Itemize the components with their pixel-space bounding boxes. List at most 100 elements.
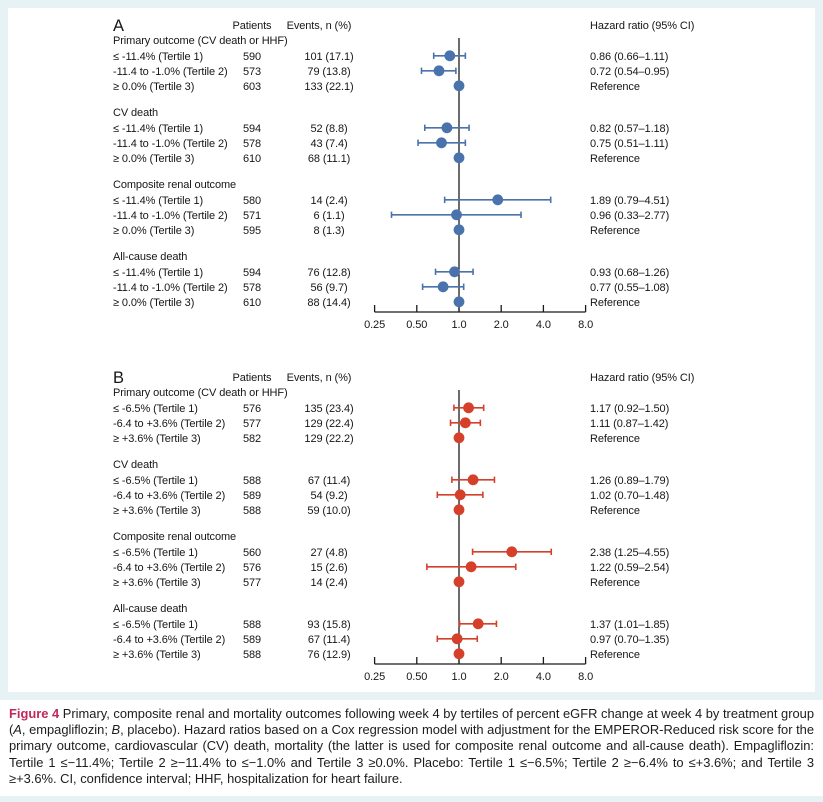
figure-caption-label: Figure 4: [9, 706, 60, 721]
tertile-row-label: ≥ 0.0% (Tertile 3): [113, 81, 194, 93]
tertile-row-label: ≥ 0.0% (Tertile 3): [113, 153, 194, 165]
patients-value: 578: [243, 282, 261, 294]
outcome-group-heading: Primary outcome (CV death or HHF): [113, 35, 288, 47]
hr-point-marker: [506, 546, 518, 558]
hr-point-marker: [453, 224, 465, 236]
patients-value: 595: [243, 225, 261, 237]
axis-tick-label: 0.25: [364, 671, 385, 683]
patients-value: 580: [243, 195, 261, 207]
column-header-hazard-ratio: Hazard ratio (95% CI): [590, 372, 694, 384]
figure-caption-text-segment: , empagliflozin;: [21, 722, 112, 738]
hazard-ratio-value: Reference: [590, 81, 640, 93]
patients-value: 590: [243, 51, 261, 63]
axis-tick-label: 4.0: [536, 319, 551, 331]
events-value: 101 (17.1): [304, 51, 353, 63]
events-value: 6 (1.1): [313, 210, 344, 222]
outcome-group-heading: All-cause death: [113, 251, 187, 263]
hr-point-marker: [453, 576, 465, 588]
tertile-row-label: -11.4 to -1.0% (Tertile 2): [113, 282, 228, 294]
events-value: 79 (13.8): [307, 66, 350, 78]
tertile-row-label: -6.4 to +3.6% (Tertile 2): [113, 634, 225, 646]
tertile-row-label: -6.4 to +3.6% (Tertile 2): [113, 490, 225, 502]
events-value: 76 (12.8): [307, 267, 350, 279]
tertile-row-label: -11.4 to -1.0% (Tertile 2): [113, 210, 228, 222]
patients-value: 594: [243, 123, 261, 135]
hr-point-marker: [454, 489, 466, 501]
hr-point-marker: [436, 137, 447, 149]
events-value: 93 (15.8): [307, 619, 350, 631]
patients-value: 610: [243, 297, 261, 309]
axis-tick-label: 8.0: [578, 671, 593, 683]
events-value: 135 (23.4): [304, 403, 353, 415]
hr-point-marker: [453, 648, 465, 660]
patients-value: 577: [243, 418, 261, 430]
hr-point-marker: [459, 417, 471, 429]
hazard-ratio-value: 1.02 (0.70–1.48): [590, 490, 669, 502]
column-header-patients: Patients: [233, 372, 273, 384]
axis-tick-label: 1.0: [452, 671, 467, 683]
tertile-row-label: ≥ 0.0% (Tertile 3): [113, 225, 194, 237]
events-value: 14 (2.4): [310, 577, 347, 589]
axis-tick-label: 2.0: [494, 319, 509, 331]
hr-point-marker: [453, 432, 465, 444]
tertile-row-label: ≥ +3.6% (Tertile 3): [113, 433, 201, 445]
axis-tick-label: 0.50: [406, 671, 427, 683]
hr-point-marker: [433, 65, 445, 77]
hr-point-marker: [437, 281, 449, 293]
hr-point-marker: [453, 152, 465, 164]
hazard-ratio-value: Reference: [590, 153, 640, 165]
events-value: 67 (11.4): [308, 475, 350, 487]
axis-tick-label: 0.50: [406, 319, 427, 331]
hr-point-marker: [453, 80, 465, 92]
events-value: 8 (1.3): [313, 225, 344, 237]
hazard-ratio-value: 1.17 (0.92–1.50): [590, 403, 669, 415]
events-value: 14 (2.4): [310, 195, 347, 207]
column-header-patients: Patients: [233, 20, 273, 32]
hazard-ratio-value: 0.75 (0.51–1.11): [590, 138, 668, 150]
hazard-ratio-value: 1.26 (0.89–1.79): [590, 475, 669, 487]
figure-frame: A Patients Events, n (%) Hazard ratio (9…: [0, 0, 823, 700]
hazard-ratio-value: 0.93 (0.68–1.26): [590, 267, 669, 279]
hr-point-marker: [444, 50, 456, 62]
tertile-row-label: ≤ -6.5% (Tertile 1): [113, 547, 198, 559]
hr-point-marker: [451, 209, 462, 221]
patients-value: 589: [243, 490, 261, 502]
hazard-ratio-value: 1.11 (0.87–1.42): [590, 418, 668, 430]
forest-panel-a: A Patients Events, n (%) Hazard ratio (9…: [113, 17, 694, 331]
column-header-events: Events, n (%): [287, 20, 352, 32]
outcome-group-heading: Primary outcome (CV death or HHF): [113, 387, 288, 399]
events-value: 133 (22.1): [304, 81, 353, 93]
patients-value: 560: [243, 547, 261, 559]
hazard-ratio-value: 2.38 (1.25–4.55): [590, 547, 669, 559]
forest-plot-figure: A Patients Events, n (%) Hazard ratio (9…: [8, 8, 815, 692]
hazard-ratio-value: Reference: [590, 649, 640, 661]
hr-point-marker: [472, 618, 484, 630]
axis-tick-label: 0.25: [364, 319, 385, 331]
hazard-ratio-value: 1.37 (1.01–1.85): [590, 619, 669, 631]
axis-tick-label: 2.0: [494, 671, 509, 683]
patients-value: 571: [243, 210, 261, 222]
tertile-row-label: ≤ -11.4% (Tertile 1): [113, 267, 203, 279]
patients-value: 603: [243, 81, 261, 93]
forest-panel-b: B Patients Events, n (%) Hazard ratio (9…: [113, 369, 694, 683]
tertile-row-label: -11.4 to -1.0% (Tertile 2): [113, 138, 228, 150]
hazard-ratio-value: Reference: [590, 505, 640, 517]
patients-value: 589: [243, 634, 261, 646]
patients-value: 588: [243, 619, 261, 631]
events-value: 88 (14.4): [307, 297, 350, 309]
tertile-row-label: ≤ -6.5% (Tertile 1): [113, 619, 198, 631]
tertile-row-label: ≥ +3.6% (Tertile 3): [113, 577, 201, 589]
outcome-group-heading: CV death: [113, 459, 158, 471]
tertile-row-label: ≥ +3.6% (Tertile 3): [113, 649, 201, 661]
hazard-ratio-value: 0.77 (0.55–1.08): [590, 282, 669, 294]
hr-point-marker: [451, 633, 463, 645]
events-value: 56 (9.7): [310, 282, 347, 294]
patients-value: 588: [243, 505, 261, 517]
hazard-ratio-value: 0.72 (0.54–0.95): [590, 66, 669, 78]
hazard-ratio-value: 0.96 (0.33–2.77): [590, 210, 669, 222]
forest-rows-a: 0.25 0.50 1.0 2.0 4.0 8.0 Primary outcome (CV …: [113, 35, 669, 331]
figure-caption-italic-segment: A: [13, 722, 22, 738]
hazard-ratio-value: Reference: [590, 297, 640, 309]
figure-caption-text-segment: Primary, composite renal and mortality o…: [9, 706, 814, 738]
